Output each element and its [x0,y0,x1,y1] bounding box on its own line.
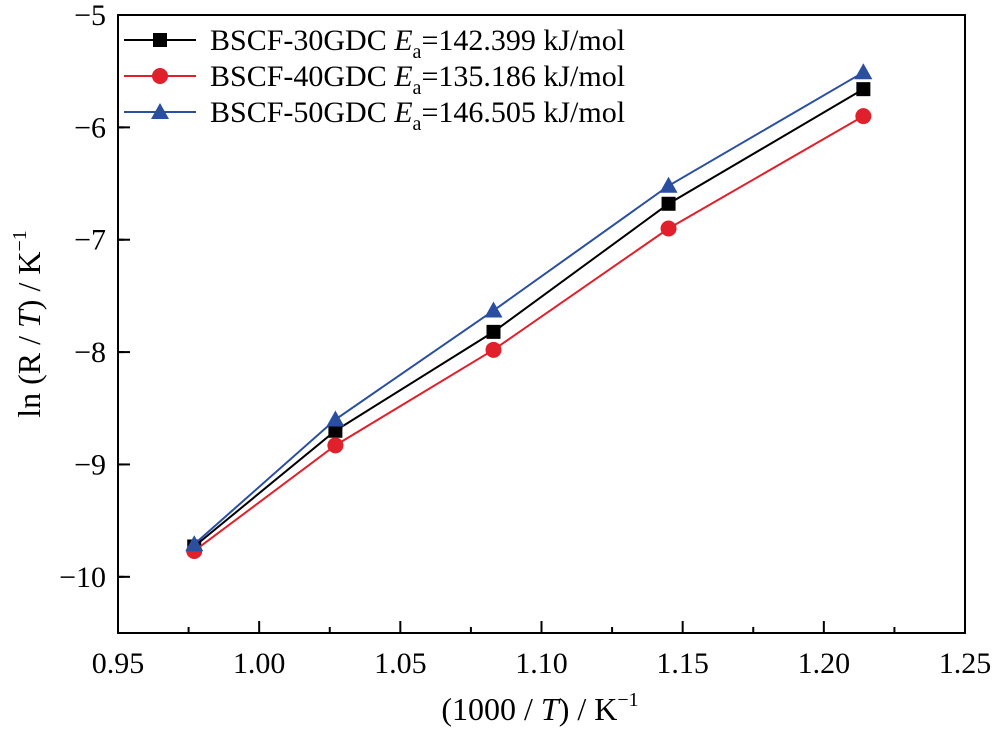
y-axis-title-post: ) / K [11,252,47,311]
legend-marker-bscf-50gdc [151,103,169,119]
y-tick-label: −9 [74,448,106,481]
legend-entry-bscf-40gdc: BSCF-40GDC Ea=135.186 kJ/mol [124,60,625,99]
legend-label-bscf-30gdc: BSCF-30GDC Ea=142.399 kJ/mol [210,24,625,63]
data-point-bscf-50gdc [326,410,345,427]
x-axis-title: (1000 / T) / K−1 [441,689,638,727]
x-axis-title-post: ) / K [559,691,618,727]
y-axis: −10 −9 −8 −7 −6 −5 [59,0,130,594]
x-tick-label: 1.20 [798,647,851,680]
x-tick-label: 1.15 [656,647,709,680]
data-point-bscf-30gdc [856,82,871,97]
y-axis-title-sup: −1 [9,230,31,251]
series-bscf-40gdc [186,108,872,559]
x-tick-label: 0.95 [92,647,145,680]
data-point-bscf-40gdc [855,108,872,125]
y-axis-title: ln (R / T) / K−1 [9,230,47,418]
y-tick-label: −6 [74,111,106,144]
series-line-bscf-30gdc [193,88,864,548]
data-point-bscf-30gdc [328,423,343,438]
series-bscf-30gdc [187,82,871,554]
legend-marker-bscf-40gdc [152,68,168,84]
x-axis: 0.95 1.00 1.05 1.10 1.15 1.20 1.25 [92,621,992,680]
x-tick-label: 1.25 [939,647,992,680]
legend-marker-bscf-30gdc [153,33,167,47]
x-tick-label: 1.10 [515,647,568,680]
y-tick-label: −8 [74,336,106,369]
data-point-bscf-50gdc [484,301,503,318]
data-point-bscf-50gdc [185,535,204,552]
legend-label-bscf-50gdc: BSCF-50GDC Ea=146.505 kJ/mol [210,96,625,135]
data-point-bscf-50gdc [854,63,873,80]
x-axis-title-var: T [541,691,561,727]
legend-entry-bscf-30gdc: BSCF-30GDC Ea=142.399 kJ/mol [124,24,625,63]
data-point-bscf-40gdc [327,437,344,454]
x-tick-label: 1.00 [233,647,286,680]
data-point-bscf-40gdc [485,341,502,358]
x-axis-title-sup: −1 [617,689,638,711]
data-point-bscf-30gdc [486,324,501,339]
series-bscf-50gdc [185,63,873,552]
x-axis-title-pre: (1000 / [441,691,541,727]
x-tick-label: 1.05 [374,647,427,680]
data-point-bscf-30gdc [661,196,676,211]
series-line-bscf-40gdc [193,115,864,552]
y-tick-label: −10 [59,561,106,594]
y-axis-title-var: T [11,308,47,328]
y-tick-label: −7 [74,224,106,257]
legend-entry-bscf-50gdc: BSCF-50GDC Ea=146.505 kJ/mol [124,96,625,135]
data-point-bscf-50gdc [659,176,678,193]
y-axis-title-pre: ln (R / [11,328,47,418]
series-line-bscf-50gdc [193,71,864,545]
data-point-bscf-40gdc [660,220,677,237]
series-layer [185,63,873,559]
legend-label-bscf-40gdc: BSCF-40GDC Ea=135.186 kJ/mol [210,60,625,99]
y-tick-label: −5 [74,0,106,32]
